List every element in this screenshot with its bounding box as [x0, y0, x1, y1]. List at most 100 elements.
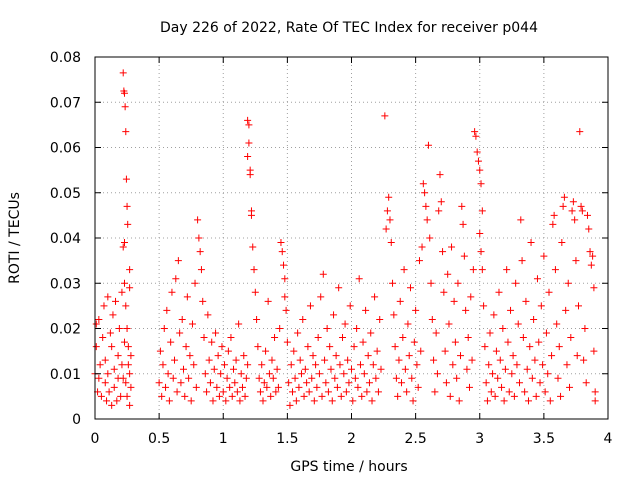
data-point [586, 248, 594, 256]
data-point [485, 361, 493, 369]
data-point [535, 338, 543, 346]
data-point [127, 352, 135, 360]
data-point [455, 397, 463, 405]
data-point [540, 252, 548, 260]
data-point [560, 193, 568, 201]
data-point [471, 128, 479, 136]
data-point [476, 229, 484, 237]
data-point [119, 69, 127, 77]
data-point [286, 401, 294, 409]
data-point [305, 388, 313, 396]
data-point [582, 379, 590, 387]
data-point [199, 297, 207, 305]
data-point [591, 397, 599, 405]
data-point [246, 171, 254, 179]
data-point [317, 293, 325, 301]
data-point [265, 370, 273, 378]
data-point [546, 397, 554, 405]
data-point [590, 284, 598, 292]
data-point [390, 311, 398, 319]
data-point [92, 343, 100, 351]
data-point [209, 397, 217, 405]
x-tick-label: 3.5 [533, 431, 555, 447]
data-point [167, 338, 175, 346]
data-point [406, 284, 414, 292]
data-point [192, 383, 200, 391]
data-point [280, 261, 288, 269]
data-point [217, 370, 225, 378]
data-point [369, 361, 377, 369]
data-point [337, 392, 345, 400]
data-point [458, 202, 466, 210]
data-point [500, 397, 508, 405]
data-point [100, 302, 108, 310]
data-point [558, 239, 566, 247]
data-point [440, 288, 448, 296]
data-point [360, 370, 368, 378]
data-point [263, 383, 271, 391]
data-point [174, 257, 182, 265]
data-point [346, 302, 354, 310]
data-point [362, 306, 370, 314]
data-point [244, 116, 252, 124]
data-point [371, 293, 379, 301]
data-point [580, 356, 588, 364]
data-point [164, 370, 172, 378]
data-point [404, 320, 412, 328]
data-point [119, 243, 127, 251]
data-point [124, 361, 132, 369]
data-point [450, 297, 458, 305]
data-point [215, 392, 223, 400]
data-point [295, 383, 303, 391]
data-point [313, 383, 321, 391]
data-point [213, 383, 221, 391]
data-point [315, 370, 323, 378]
data-point [291, 374, 299, 382]
data-point [188, 320, 196, 328]
data-point [394, 392, 402, 400]
data-point [168, 288, 176, 296]
data-point [432, 329, 440, 337]
data-point [401, 365, 409, 373]
data-point [395, 356, 403, 364]
data-point [179, 365, 187, 373]
y-tick-label: 0.08 [50, 50, 81, 66]
data-point [368, 397, 376, 405]
data-point [477, 248, 485, 256]
data-point [271, 334, 279, 342]
data-point [178, 315, 186, 323]
data-point [95, 374, 103, 382]
data-point [376, 315, 384, 323]
data-point [389, 279, 397, 287]
data-points [91, 69, 599, 409]
data-point [330, 311, 338, 319]
data-point [169, 374, 177, 382]
data-point [421, 189, 429, 197]
data-point [504, 338, 512, 346]
data-point [292, 397, 300, 405]
data-point [233, 388, 241, 396]
data-point [181, 392, 189, 400]
data-point [557, 392, 565, 400]
data-point [532, 392, 540, 400]
data-point [567, 334, 575, 342]
data-point [415, 257, 423, 265]
data-point [241, 392, 249, 400]
data-point [377, 365, 385, 373]
data-point [119, 374, 127, 382]
data-point [414, 383, 422, 391]
data-point [219, 388, 227, 396]
data-point [523, 365, 531, 373]
data-point [187, 397, 195, 405]
data-point [553, 320, 561, 328]
data-point [240, 352, 248, 360]
data-point [524, 397, 532, 405]
data-point [122, 175, 130, 183]
data-point [122, 379, 130, 387]
data-point [230, 365, 238, 373]
data-point [437, 198, 445, 206]
data-point [503, 266, 511, 274]
data-point [299, 315, 307, 323]
